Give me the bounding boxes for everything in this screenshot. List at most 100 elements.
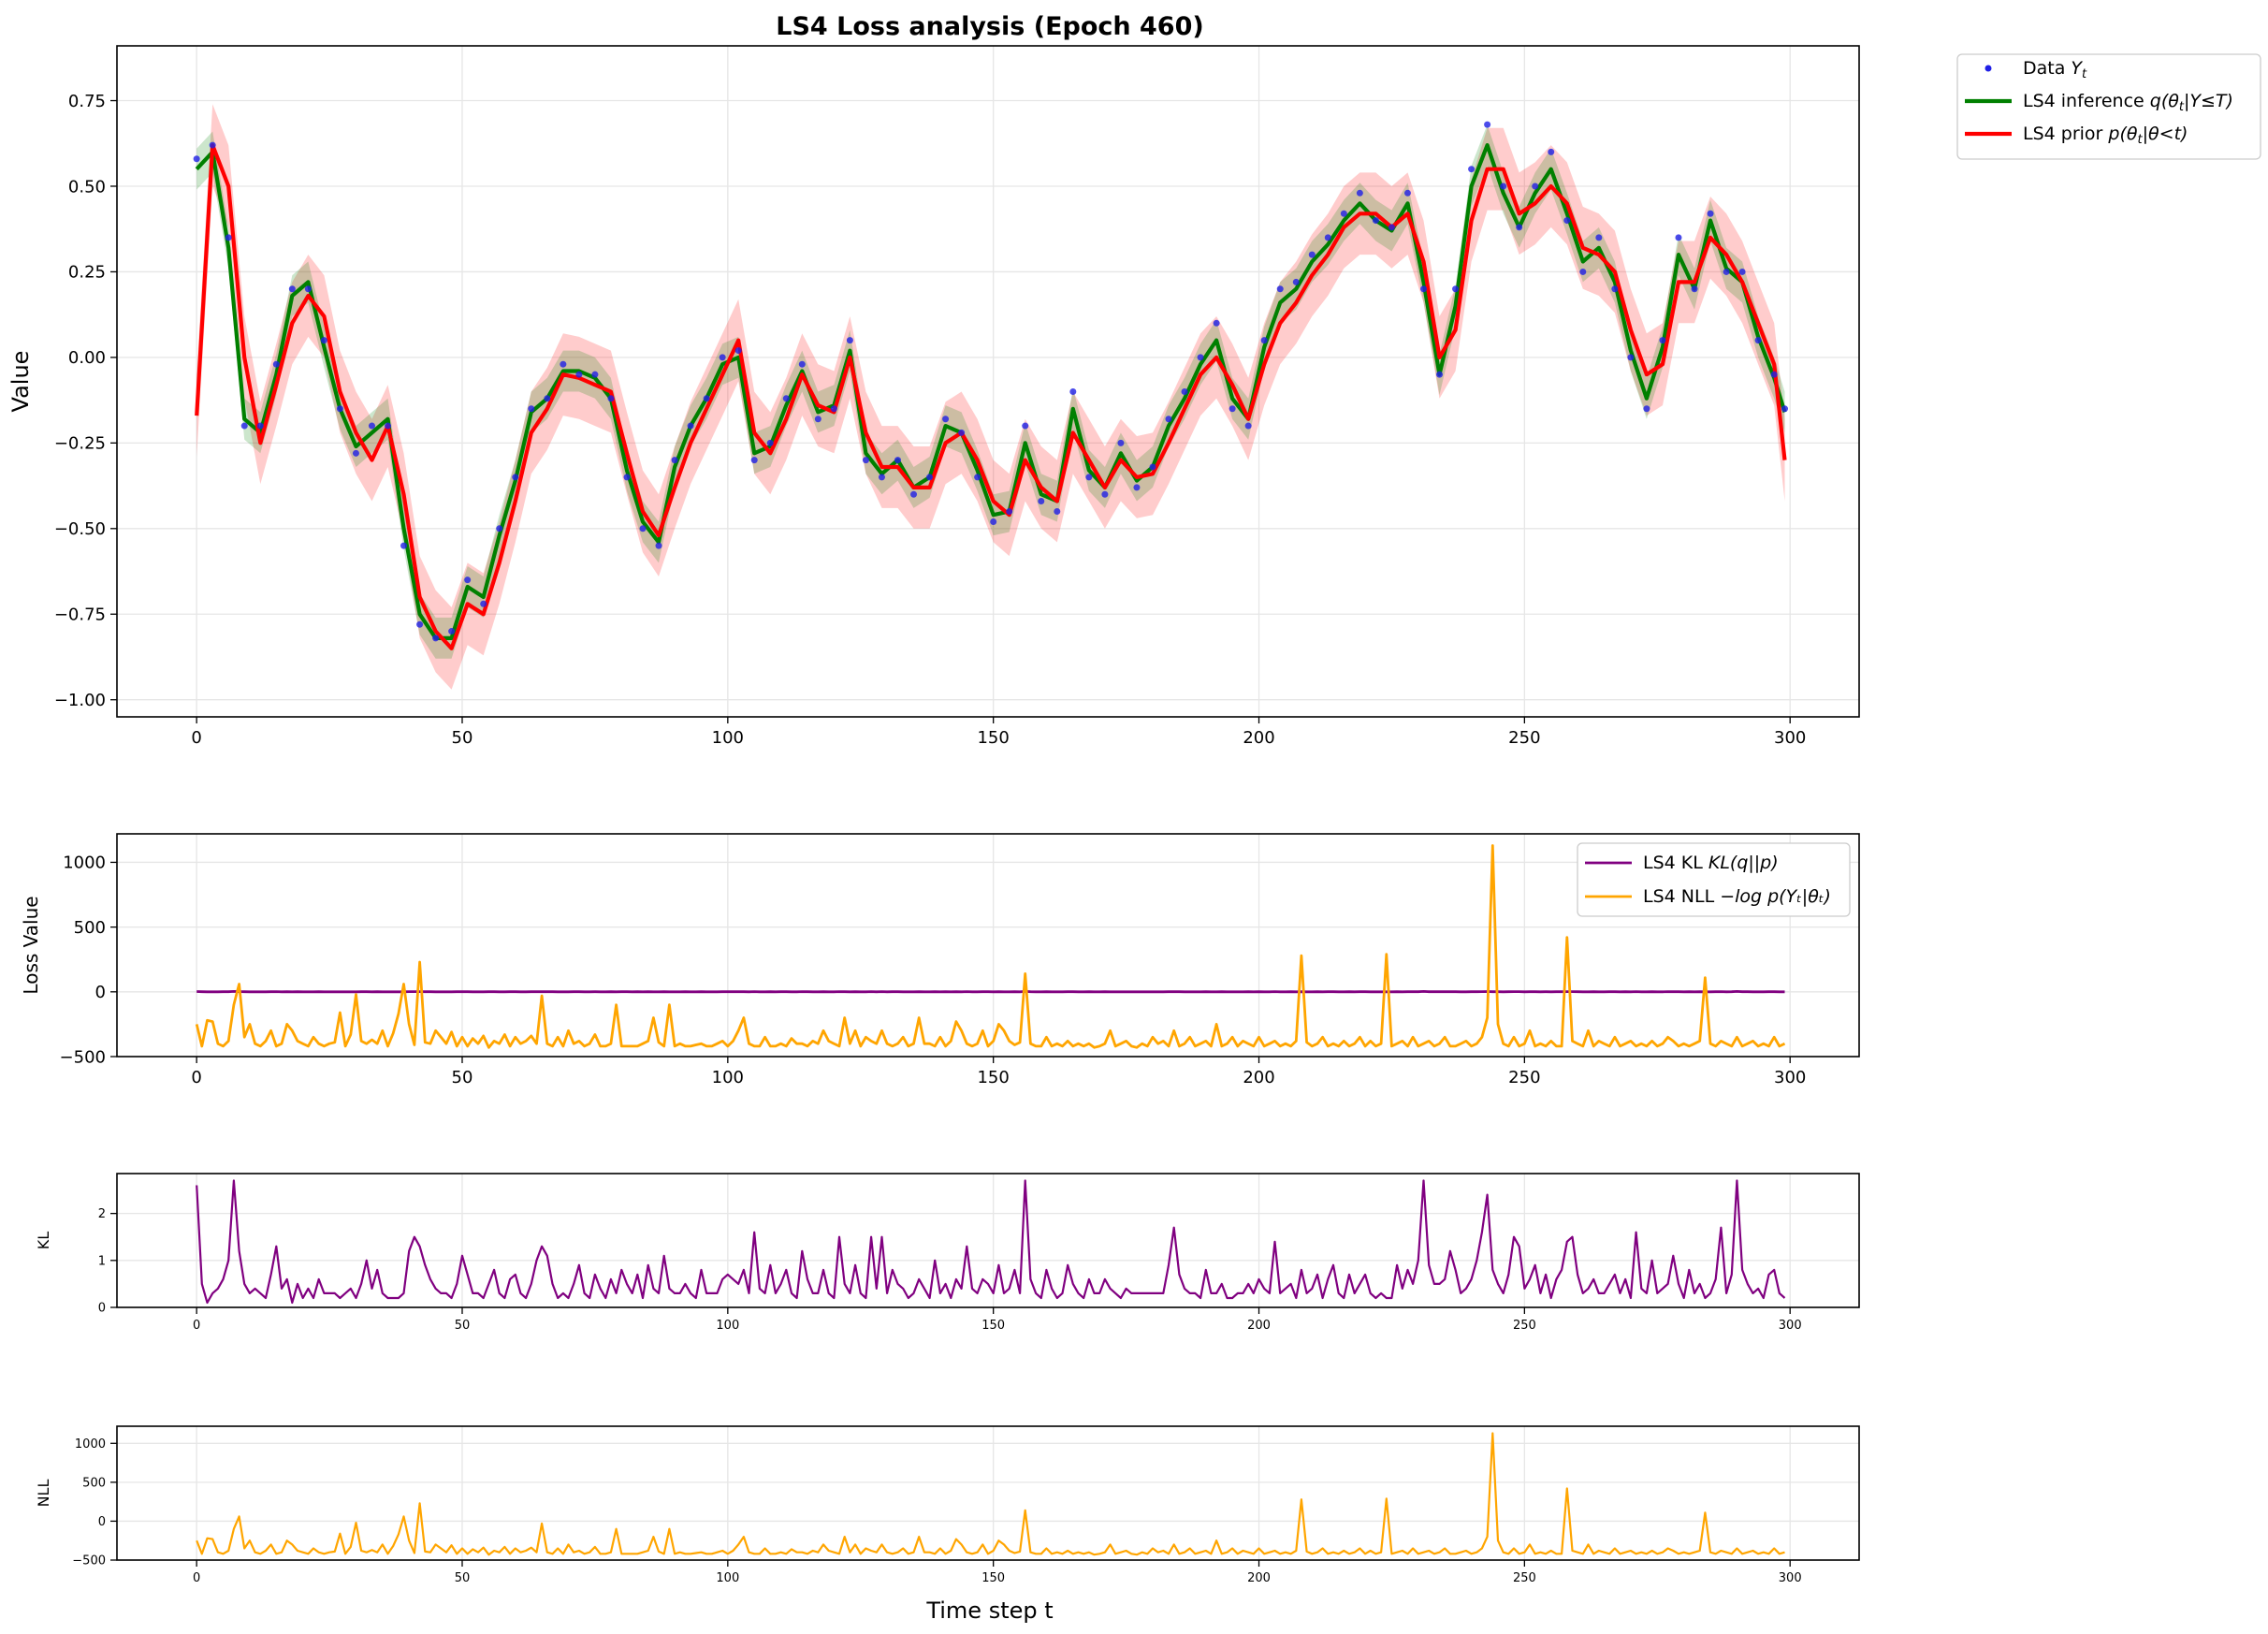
y-tick-label: 0 xyxy=(98,1302,106,1316)
data-point xyxy=(1754,337,1762,344)
plot-area xyxy=(196,1179,1786,1305)
data-point xyxy=(193,155,200,163)
kl-line xyxy=(196,1179,1786,1305)
y-tick-label: 2 xyxy=(98,1207,106,1221)
data-point xyxy=(209,141,216,149)
data-point xyxy=(1627,354,1635,361)
x-tick-label: 250 xyxy=(1508,728,1540,748)
data-point xyxy=(1197,354,1204,361)
data-point xyxy=(560,360,567,368)
prior-band xyxy=(196,104,1785,690)
data-point xyxy=(591,371,599,378)
data-point xyxy=(687,422,694,430)
panels: 0 50 100 150 200 250 300−1.00−0.75−0.50−0.250.… xyxy=(7,45,2261,1585)
y-tick-label: 0.50 xyxy=(68,177,106,197)
data-point xyxy=(1388,224,1395,231)
panel-nll: 0 50 100 150 200 250 300 −500 0 500 1000 NLL xyxy=(35,1425,1860,1585)
y-axis-label: Loss Value xyxy=(20,896,42,994)
data-point xyxy=(1659,337,1666,344)
panel-loss: 0 50 100 150 200 250 300 −500 0 500 1000 Loss Value xyxy=(20,833,1860,1087)
data-point xyxy=(1292,278,1300,285)
data-point xyxy=(528,405,535,413)
data-point xyxy=(1308,251,1316,258)
data-point xyxy=(639,525,647,533)
x-tick-label: 150 xyxy=(977,728,1009,748)
y-tick-label: −0.75 xyxy=(54,605,106,625)
data-point xyxy=(958,429,966,436)
data-point xyxy=(272,360,280,368)
y-tick-label: 1 xyxy=(98,1254,106,1268)
data-point xyxy=(1260,337,1268,344)
data-point xyxy=(910,490,918,498)
data-point xyxy=(1022,422,1029,430)
data-point xyxy=(750,457,758,464)
y-tick-label: −500 xyxy=(72,1554,106,1568)
x-tick-label: 0 xyxy=(193,1319,200,1333)
data-point xyxy=(1085,474,1093,481)
y-tick-label: 0.25 xyxy=(68,263,106,283)
data-point xyxy=(1781,405,1789,413)
y-tick-label: 1000 xyxy=(63,853,106,873)
data-point xyxy=(1452,285,1460,293)
data-point xyxy=(416,620,424,628)
data-point xyxy=(782,395,790,402)
y-tick-label: 500 xyxy=(74,918,106,938)
data-point xyxy=(1723,268,1730,275)
y-tick-label: −1.00 xyxy=(54,691,106,710)
x-tick-label: 250 xyxy=(1508,1068,1540,1087)
data-point xyxy=(512,474,519,481)
data-point xyxy=(1181,387,1188,395)
data-point xyxy=(830,405,837,413)
data-point xyxy=(432,635,440,642)
data-point xyxy=(1006,508,1013,516)
x-tick-label: 0 xyxy=(191,1068,201,1087)
plot-area xyxy=(196,1432,1785,1556)
data-point xyxy=(336,405,343,413)
x-tick-label: 50 xyxy=(452,1068,473,1087)
data-point xyxy=(814,416,821,423)
data-point xyxy=(544,395,551,402)
x-tick-label: 200 xyxy=(1247,1319,1271,1333)
panel-main: 0 50 100 150 200 250 300 −1.00 −0.75 −0.50 −0.25 0.… xyxy=(7,45,1860,748)
data-point xyxy=(1324,234,1331,241)
panel-kl: 0 50 100 150 200 250 300 0 1 2 KL xyxy=(35,1173,1860,1333)
data-point xyxy=(1340,210,1347,217)
x-tick-label: 200 xyxy=(1243,1068,1274,1087)
x-tick-label: 50 xyxy=(455,1571,471,1585)
data-point xyxy=(1228,405,1236,413)
data-point xyxy=(1038,498,1045,505)
data-point xyxy=(1276,285,1284,293)
data-point xyxy=(385,422,392,430)
axes-frame xyxy=(116,1425,1860,1561)
data-point xyxy=(448,628,456,635)
y-axis-label: NLL xyxy=(35,1480,52,1508)
data-point xyxy=(1436,371,1444,378)
x-tick-label: 0 xyxy=(191,728,201,748)
x-tick-label: 100 xyxy=(716,1571,739,1585)
x-tick-label: 300 xyxy=(1774,1068,1806,1087)
data-point xyxy=(1484,121,1491,128)
data-point xyxy=(878,474,885,481)
data-point xyxy=(400,542,408,549)
data-point xyxy=(1595,234,1603,241)
data-point xyxy=(288,285,296,293)
data-point xyxy=(1244,422,1252,430)
data-point xyxy=(1149,463,1156,471)
data-point xyxy=(256,422,264,430)
legend-entry: LS4 prior p(θt|θ<t) xyxy=(2023,124,2188,147)
data-point xyxy=(1707,210,1714,217)
x-tick-label: 250 xyxy=(1513,1571,1536,1585)
data-point xyxy=(1643,405,1650,413)
legend-main: Data Yt LS4 inference q(θt|Y≤T) LS4 prior … xyxy=(1956,53,2261,160)
data-point xyxy=(368,422,375,430)
data-point xyxy=(1356,189,1363,197)
data-point xyxy=(1165,416,1172,423)
inference-line xyxy=(195,143,1787,640)
data-point xyxy=(1548,148,1555,155)
data-point xyxy=(734,347,742,355)
data-point xyxy=(990,518,997,525)
data-point xyxy=(1468,166,1476,173)
data-point xyxy=(974,474,981,481)
axes-frame xyxy=(116,1173,1860,1308)
